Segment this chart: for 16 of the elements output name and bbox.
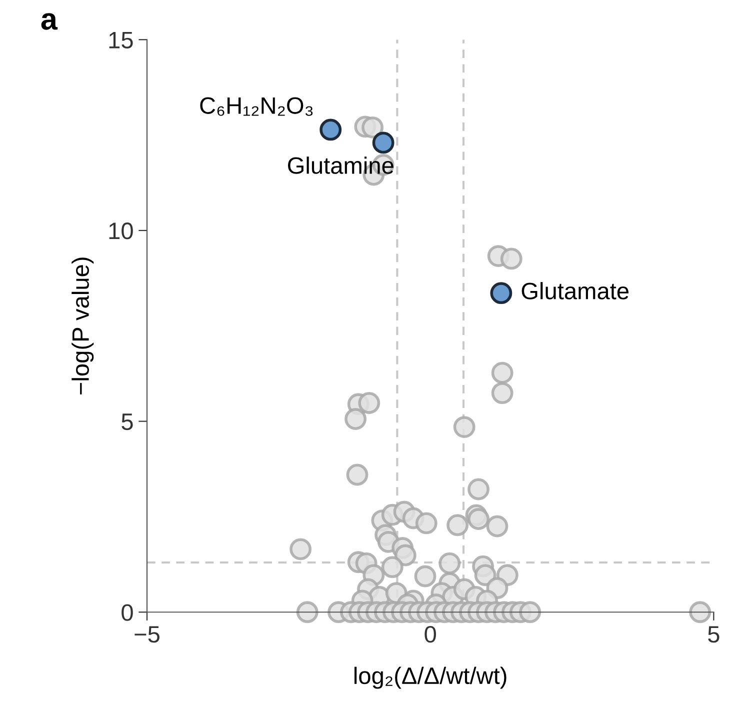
y-tick-label: 5 — [122, 414, 133, 430]
y-tick-label: 0 — [122, 604, 133, 621]
y-tick-label: 15 — [109, 32, 133, 48]
annotation: C₆H₁₂N₂O₃ — [200, 97, 313, 116]
point — [372, 132, 394, 154]
annotation: Glutamine — [288, 156, 394, 174]
point — [320, 118, 342, 141]
text: a — [41, 13, 58, 30]
y-tick-label: 10 — [109, 222, 133, 240]
y-axis-title: −log(P value) — [72, 258, 94, 394]
x-tick-label: 0 — [424, 626, 436, 643]
annotation: Glutamate — [522, 282, 628, 300]
x-tick-label: −5 — [134, 626, 160, 643]
x-axis-title: log₂(Δ/Δ/wt/wt) — [354, 666, 506, 689]
point — [490, 282, 512, 304]
x-tick-label: 5 — [708, 626, 720, 643]
